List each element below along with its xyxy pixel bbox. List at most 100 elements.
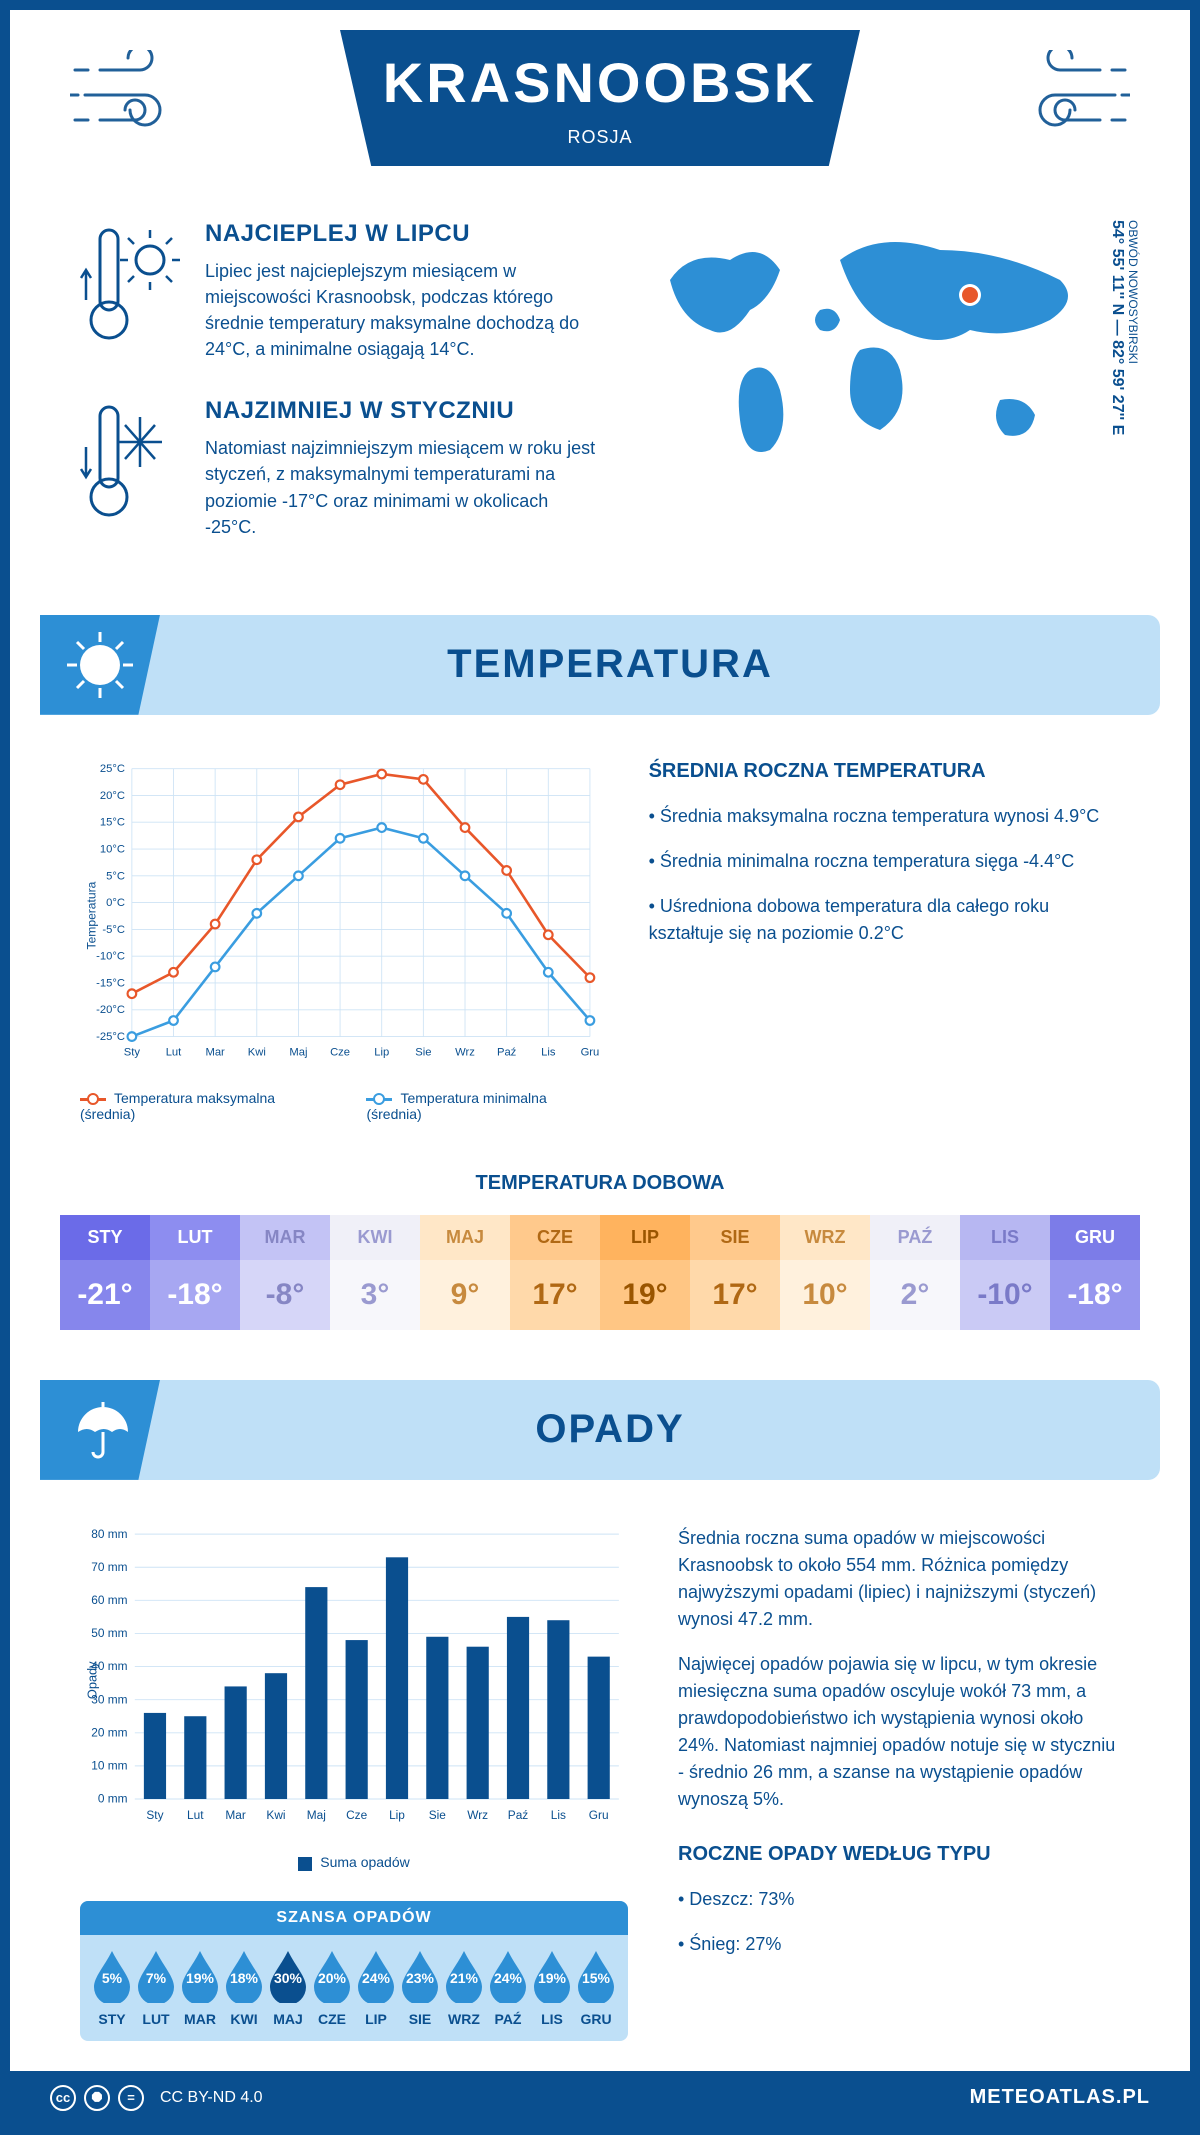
legend-min: Temperatura minimalna (średnia): [366, 1090, 546, 1122]
svg-text:5°C: 5°C: [106, 870, 125, 882]
svg-text:Lip: Lip: [389, 1808, 405, 1822]
svg-text:-20°C: -20°C: [96, 1004, 125, 1016]
region-label: OBWÓD NOWOSYBIRSKI: [1126, 220, 1140, 429]
precip-chart: 0 mm10 mm20 mm30 mm40 mm50 mm60 mm70 mm8…: [80, 1525, 628, 2041]
chance-cell: 18% KWI: [222, 1949, 266, 2027]
temperature-section-head: TEMPERATURA: [40, 615, 1160, 715]
svg-text:70 mm: 70 mm: [91, 1560, 127, 1574]
svg-text:Lis: Lis: [541, 1046, 556, 1058]
chance-cell: 19% LIS: [530, 1949, 574, 2027]
raindrop-icon: 21%: [442, 1949, 486, 2003]
svg-text:Wrz: Wrz: [455, 1046, 475, 1058]
temp-point: • Średnia minimalna roczna temperatura s…: [649, 848, 1120, 875]
header: KRASNOOBSK ROSJA: [10, 10, 1190, 210]
license-text: CC BY-ND 4.0: [160, 2089, 263, 2107]
svg-text:Sie: Sie: [429, 1808, 447, 1822]
svg-text:Sty: Sty: [146, 1808, 163, 1822]
country-subtitle: ROSJA: [340, 127, 860, 148]
chance-cell: 23% SIE: [398, 1949, 442, 2027]
temp-point: • Uśredniona dobowa temperatura dla całe…: [649, 893, 1120, 947]
temp-summary-title: ŚREDNIA ROCZNA TEMPERATURA: [649, 760, 1120, 783]
daily-cell: KWI 3°: [330, 1215, 420, 1330]
svg-text:Lut: Lut: [166, 1046, 182, 1058]
raindrop-icon: 15%: [574, 1949, 618, 2003]
legend-max: Temperatura maksymalna (średnia): [80, 1090, 275, 1122]
chance-title: SZANSA OPADÓW: [80, 1901, 628, 1935]
precip-type-point: • Deszcz: 73%: [678, 1886, 1120, 1913]
intro-section: NAJCIEPLEJ W LIPCU Lipiec jest najcieple…: [10, 210, 1190, 615]
svg-text:25°C: 25°C: [100, 763, 125, 775]
chance-cell: 19% MAR: [178, 1949, 222, 2027]
daily-cell: LIS -10°: [960, 1215, 1050, 1330]
svg-text:Cze: Cze: [346, 1808, 367, 1822]
nd-icon: =: [118, 2085, 144, 2111]
temp-point: • Średnia maksymalna roczna temperatura …: [649, 803, 1120, 830]
daily-cell: LUT -18°: [150, 1215, 240, 1330]
svg-text:Kwi: Kwi: [266, 1808, 285, 1822]
precip-title: OPADY: [160, 1407, 1160, 1452]
precip-summary: Średnia roczna suma opadów w miejscowośc…: [678, 1525, 1120, 2041]
legend-precip: Suma opadów: [320, 1854, 410, 1870]
svg-text:Gru: Gru: [589, 1808, 609, 1822]
warmest-title: NAJCIEPLEJ W LIPCU: [205, 220, 600, 248]
svg-text:15°C: 15°C: [100, 816, 125, 828]
daily-temp-title: TEMPERATURA DOBOWA: [10, 1172, 1190, 1195]
raindrop-icon: 18%: [222, 1949, 266, 2003]
svg-text:20°C: 20°C: [100, 790, 125, 802]
daily-cell: MAJ 9°: [420, 1215, 510, 1330]
svg-text:Kwi: Kwi: [248, 1046, 266, 1058]
svg-text:-15°C: -15°C: [96, 977, 125, 989]
cc-icon: cc: [50, 2085, 76, 2111]
daily-cell: CZE 17°: [510, 1215, 600, 1330]
umbrella-icon: [40, 1380, 160, 1480]
precip-chart-row: 0 mm10 mm20 mm30 mm40 mm50 mm60 mm70 mm8…: [10, 1480, 1190, 2071]
coordinates: OBWÓD NOWOSYBIRSKI 54° 55' 11'' N — 82° …: [1108, 220, 1140, 435]
svg-text:Paź: Paź: [497, 1046, 517, 1058]
precip-type-title: ROCZNE OPADY WEDŁUG TYPU: [678, 1843, 1120, 1866]
daily-cell: LIP 19°: [600, 1215, 690, 1330]
precip-text-1: Średnia roczna suma opadów w miejscowośc…: [678, 1525, 1120, 1633]
precip-type-point: • Śnieg: 27%: [678, 1931, 1120, 1958]
coldest-text: Natomiast najzimniejszym miesiącem w rok…: [205, 435, 600, 539]
warmest-text: Lipiec jest najcieplejszym miesiącem w m…: [205, 258, 600, 362]
chance-cell: 20% CZE: [310, 1949, 354, 2027]
svg-text:Gru: Gru: [581, 1046, 599, 1058]
svg-text:Sty: Sty: [124, 1046, 141, 1058]
raindrop-icon: 30%: [266, 1949, 310, 2003]
coldest-title: NAJZIMNIEJ W STYCZNIU: [205, 397, 600, 425]
chance-cell: 5% STY: [90, 1949, 134, 2027]
chance-cell: 24% LIP: [354, 1949, 398, 2027]
city-title: KRASNOOBSK: [340, 50, 860, 115]
svg-text:Lut: Lut: [187, 1808, 204, 1822]
by-icon: ⯃: [84, 2085, 110, 2111]
chance-cell: 21% WRZ: [442, 1949, 486, 2027]
precip-chance-box: SZANSA OPADÓW 5% STY 7% LUT 19% MAR 18% …: [80, 1901, 628, 2041]
raindrop-icon: 23%: [398, 1949, 442, 2003]
thermometer-cold-icon: [80, 397, 180, 539]
daily-cell: WRZ 10°: [780, 1215, 870, 1330]
raindrop-icon: 20%: [310, 1949, 354, 2003]
daily-temp-table: STY -21°LUT -18°MAR -8°KWI 3°MAJ 9°CZE 1…: [60, 1215, 1140, 1330]
raindrop-icon: 24%: [486, 1949, 530, 2003]
warmest-block: NAJCIEPLEJ W LIPCU Lipiec jest najcieple…: [80, 220, 600, 362]
precip-legend: Suma opadów: [80, 1854, 628, 1870]
raindrop-icon: 7%: [134, 1949, 178, 2003]
svg-text:Maj: Maj: [307, 1808, 326, 1822]
title-banner: KRASNOOBSK ROSJA: [340, 30, 860, 166]
precip-section-head: OPADY: [40, 1380, 1160, 1480]
svg-text:60 mm: 60 mm: [91, 1593, 127, 1607]
raindrop-icon: 24%: [354, 1949, 398, 2003]
raindrop-icon: 5%: [90, 1949, 134, 2003]
daily-cell: PAŹ 2°: [870, 1215, 960, 1330]
chance-cell: 7% LUT: [134, 1949, 178, 2027]
chance-cell: 24% PAŹ: [486, 1949, 530, 2027]
cc-icons: cc ⯃ =: [50, 2085, 144, 2111]
svg-text:-25°C: -25°C: [96, 1031, 125, 1043]
svg-text:50 mm: 50 mm: [91, 1626, 127, 1640]
raindrop-icon: 19%: [178, 1949, 222, 2003]
daily-cell: MAR -8°: [240, 1215, 330, 1330]
svg-text:10 mm: 10 mm: [91, 1758, 127, 1772]
svg-text:-10°C: -10°C: [96, 950, 125, 962]
brand-label: METEOATLAS.PL: [970, 2086, 1150, 2109]
svg-text:Lis: Lis: [551, 1808, 566, 1822]
